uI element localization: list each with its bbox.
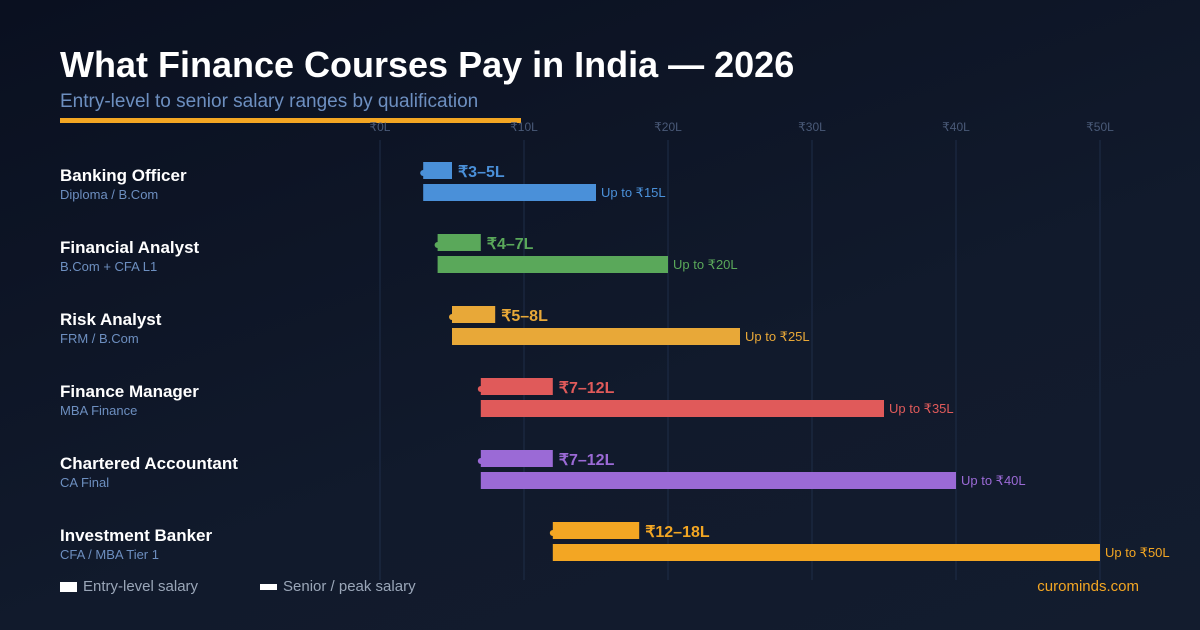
senior-bar: [437, 256, 668, 273]
category-label: Financial Analyst: [60, 238, 200, 257]
entry-bar-marker: [434, 242, 441, 248]
x-tick-label: ₹30L: [798, 120, 826, 134]
entry-bar-marker: [420, 170, 427, 176]
x-tick-label: ₹40L: [942, 120, 970, 134]
entry-label: ₹3–5L: [458, 164, 505, 181]
entry-label: ₹5–8L: [501, 308, 548, 325]
entry-bar: [423, 162, 452, 179]
entry-bar-marker: [477, 386, 484, 392]
x-tick-label: ₹10L: [510, 120, 538, 134]
qualification-label: CA Final: [60, 475, 109, 490]
senior-label: Up to ₹15L: [601, 185, 666, 200]
category-label: Investment Banker: [60, 526, 212, 545]
legend-swatch-entry: [60, 581, 77, 592]
entry-label: ₹12–18L: [645, 524, 710, 541]
entry-bar: [480, 378, 553, 395]
entry-bar: [480, 450, 553, 467]
qualification-label: Diploma / B.Com: [60, 187, 158, 202]
x-tick-label: ₹0L: [370, 120, 391, 134]
senior-bar: [452, 328, 740, 345]
senior-label: Up to ₹25L: [745, 329, 810, 344]
senior-label: Up to ₹40L: [961, 473, 1026, 488]
title-accent-line: [60, 118, 521, 123]
x-tick-label: ₹50L: [1086, 120, 1114, 134]
senior-label: Up to ₹20L: [673, 257, 738, 272]
entry-label: ₹4–7L: [487, 236, 534, 253]
qualification-label: CFA / MBA Tier 1: [60, 547, 159, 562]
entry-bar: [437, 234, 481, 251]
entry-label: ₹7–12L: [559, 452, 615, 469]
brand-link[interactable]: curominds.com: [1037, 578, 1139, 595]
entry-bar-marker: [449, 314, 455, 320]
qualification-label: B.Com + CFA L1: [60, 259, 157, 274]
senior-bar: [423, 184, 596, 201]
legend-label-entry: Entry-level salary: [83, 578, 199, 595]
legend-entry: Entry-level salary: [60, 578, 198, 595]
category-label: Chartered Accountant: [60, 454, 238, 473]
qualification-label: MBA Finance: [60, 403, 137, 418]
category-label: Risk Analyst: [60, 310, 162, 329]
senior-bar: [480, 472, 956, 489]
category-label: Banking Officer: [60, 166, 187, 185]
category-label: Finance Manager: [60, 382, 199, 401]
senior-label: Up to ₹35L: [889, 401, 954, 416]
entry-bar: [452, 306, 496, 323]
legend-swatch-senior: [260, 583, 277, 590]
entry-bar: [552, 522, 640, 539]
qualification-label: FRM / B.Com: [60, 331, 139, 346]
entry-bar-marker: [549, 530, 556, 536]
senior-bar: [552, 544, 1100, 561]
legend-senior: Senior / peak salary: [260, 578, 416, 595]
senior-bar: [480, 400, 884, 417]
legend-label-senior: Senior / peak salary: [283, 578, 416, 595]
senior-label: Up to ₹50L: [1105, 545, 1170, 560]
page-title: What Finance Courses Pay in India — 2026: [60, 44, 795, 85]
subtitle: Entry-level to senior salary ranges by q…: [60, 91, 479, 112]
x-tick-label: ₹20L: [654, 120, 682, 134]
entry-bar-marker: [477, 458, 484, 464]
entry-label: ₹7–12L: [559, 380, 615, 397]
